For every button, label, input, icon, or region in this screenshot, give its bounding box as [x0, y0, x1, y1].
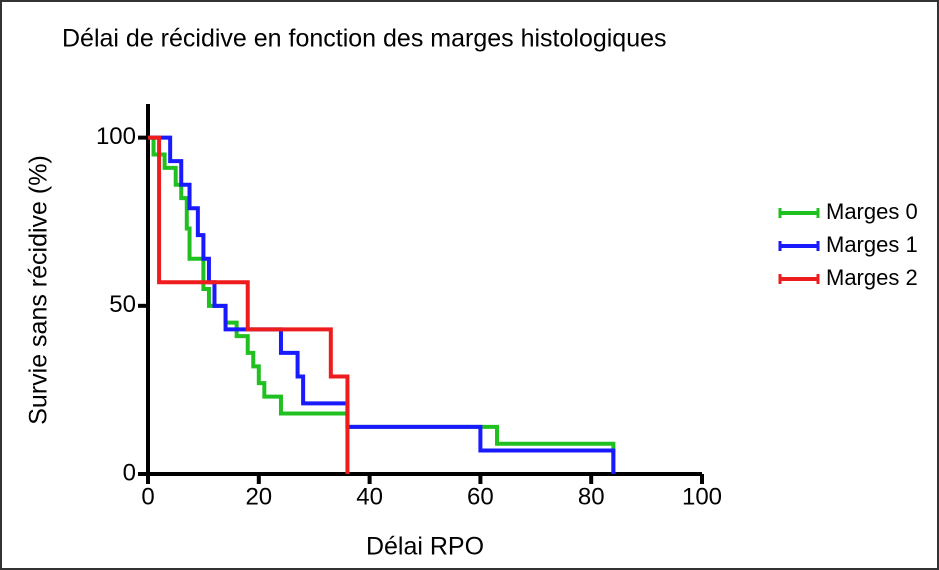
x-tick-label: 20 — [245, 483, 272, 510]
survival-line — [148, 135, 350, 474]
y-tick-label: 100 — [96, 123, 136, 150]
legend-label: Marges 1 — [826, 232, 918, 257]
legend-label: Marges 0 — [826, 199, 918, 224]
x-tick-label: 80 — [578, 483, 605, 510]
legend-label: Marges 2 — [826, 265, 918, 290]
y-axis-label: Survie sans récidive (%) — [25, 155, 53, 425]
chart-title: Délai de récidive en fonction des marges… — [62, 25, 667, 53]
x-axis-label: Délai RPO — [366, 533, 484, 561]
x-tick-label: 100 — [682, 483, 722, 510]
y-tick-label: 0 — [123, 459, 136, 486]
y-tick-label: 50 — [109, 291, 136, 318]
x-tick-label: 60 — [467, 483, 494, 510]
x-tick-label: 0 — [141, 483, 154, 510]
x-tick-label: 40 — [356, 483, 383, 510]
